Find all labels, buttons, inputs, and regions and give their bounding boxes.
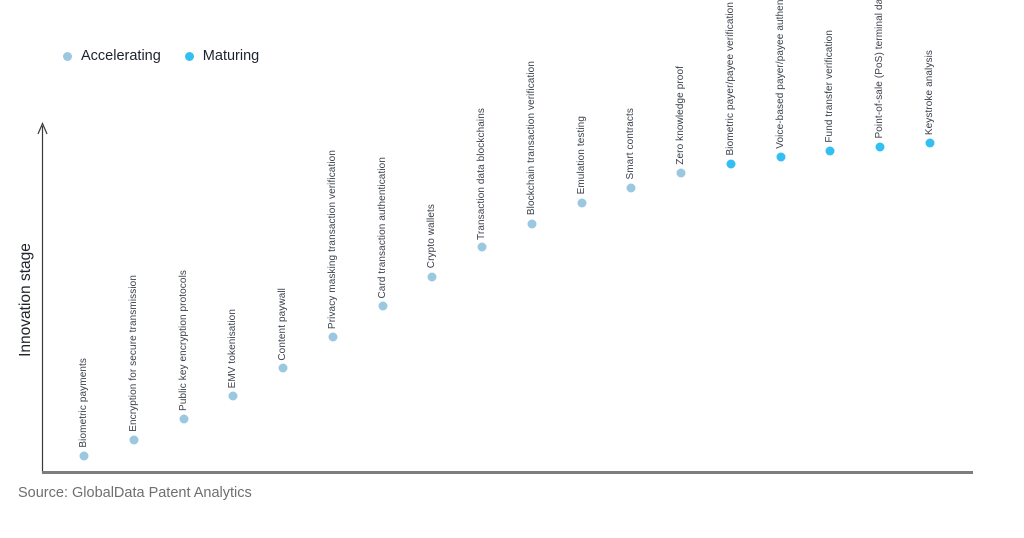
data-point-label: Emulation testing <box>575 116 587 195</box>
y-axis-label: Innovation stage <box>17 243 34 357</box>
data-point-label: Public key encryption protocols <box>177 270 189 412</box>
data-point <box>676 168 686 178</box>
legend-item-accelerating: Accelerating <box>63 48 161 64</box>
data-point <box>378 301 388 311</box>
legend-label-maturing: Maturing <box>202 48 260 64</box>
data-point-label: Transaction data blockchains <box>476 107 488 240</box>
data-point <box>79 451 89 461</box>
chart-legend: Accelerating Maturing <box>63 48 259 64</box>
source-caption: Source: GlobalData Patent Analytics <box>18 485 252 501</box>
data-point <box>427 272 437 282</box>
legend-item-maturing: Maturing <box>184 48 260 64</box>
data-point <box>577 198 587 208</box>
x-axis <box>42 471 973 474</box>
data-point-label: Zero knowledge proof <box>675 66 687 165</box>
data-point <box>776 152 786 162</box>
data-point-label: Card transaction authentication <box>376 156 388 299</box>
legend-marker-accelerating-icon <box>63 51 72 61</box>
data-point <box>278 363 288 373</box>
data-point-label: Privacy masking transaction verification <box>326 150 338 330</box>
data-point <box>527 219 537 229</box>
data-point-label: Keystroke analysis <box>923 49 935 136</box>
data-point-label: Blockchain transaction verification <box>525 61 537 216</box>
data-point-label: Fund transfer verification <box>824 30 836 144</box>
legend-marker-maturing-icon <box>184 51 194 61</box>
data-point <box>875 142 885 152</box>
data-point <box>179 414 189 424</box>
data-point-label: Voice-based payer/payee authentication <box>774 0 786 149</box>
data-point <box>477 242 487 252</box>
data-point-label: Biometric payer/payee verification <box>724 2 736 156</box>
data-point-label: Crypto wallets <box>426 204 438 269</box>
data-point-label: Smart contracts <box>625 108 637 180</box>
data-point-label: Content paywall <box>277 287 289 361</box>
data-point-label: Point-of-sale (PoS) terminal data securi… <box>874 0 886 139</box>
data-point <box>129 435 139 445</box>
data-point <box>726 159 736 169</box>
data-point <box>328 332 338 342</box>
data-point <box>825 146 835 156</box>
data-point <box>626 183 636 193</box>
data-point <box>925 138 935 148</box>
data-point <box>228 391 238 401</box>
data-point-label: Biometric payments <box>78 358 89 449</box>
legend-label-accelerating: Accelerating <box>81 48 161 64</box>
data-point-label: EMV tokenisation <box>227 308 239 389</box>
y-axis-arrow <box>37 122 48 473</box>
data-point-label: Encryption for secure transmission <box>127 275 139 433</box>
